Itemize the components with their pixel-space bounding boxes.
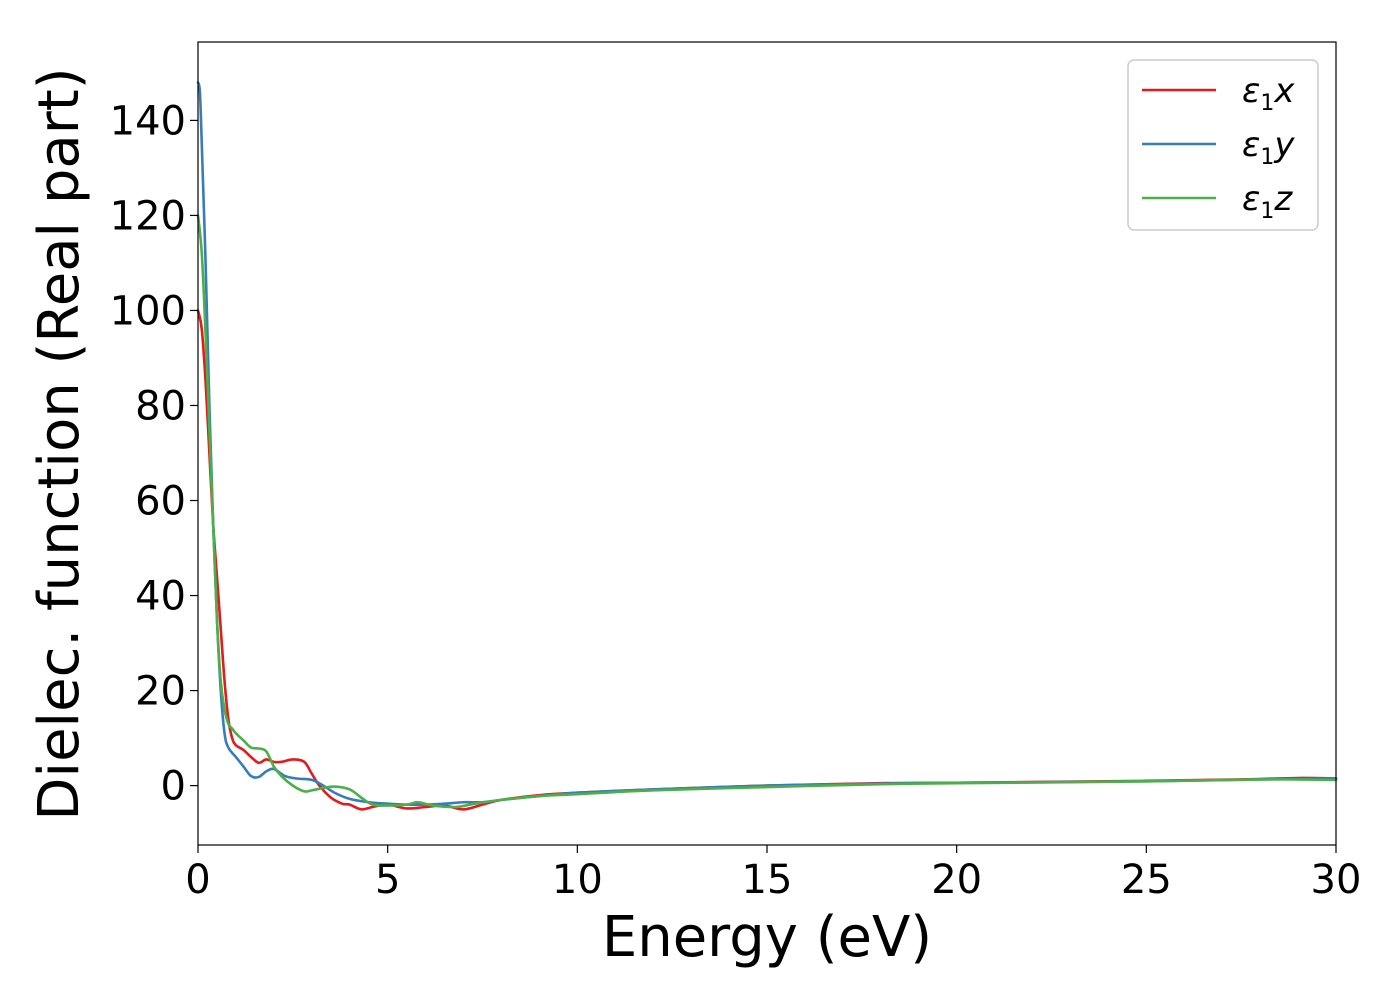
x-axis-ticks: 0 5 10 15 20 25 30 — [185, 845, 1361, 903]
y-axis-title: Dielec. function (Real part) — [27, 67, 92, 820]
y-tick-label: 0 — [161, 764, 186, 810]
y-tick-label: 20 — [135, 669, 186, 715]
series-line-z — [196, 214, 1338, 809]
y-tick-label: 40 — [135, 574, 186, 620]
x-tick-label: 20 — [931, 857, 982, 903]
x-tick-label: 25 — [1121, 857, 1172, 903]
x-tick-label: 15 — [742, 857, 793, 903]
legend-label-y: ε1y — [1242, 125, 1295, 170]
x-tick-label: 30 — [1311, 857, 1362, 903]
series-layer — [196, 81, 1338, 811]
x-tick-label: 5 — [375, 857, 400, 903]
legend-frame — [1127, 59, 1319, 231]
y-tick-label: 120 — [110, 193, 186, 239]
y-tick-label: 60 — [135, 479, 186, 525]
x-tick-label: 0 — [185, 857, 210, 903]
series-line-x — [196, 309, 1338, 811]
y-tick-label: 140 — [110, 98, 186, 144]
x-axis-title: Energy (eV) — [602, 905, 932, 970]
y-tick-label: 80 — [135, 383, 186, 429]
y-axis-ticks: 0 20 40 60 80 100 120 140 — [110, 98, 198, 810]
x-tick-label: 10 — [552, 857, 603, 903]
y-tick-label: 100 — [110, 288, 186, 334]
